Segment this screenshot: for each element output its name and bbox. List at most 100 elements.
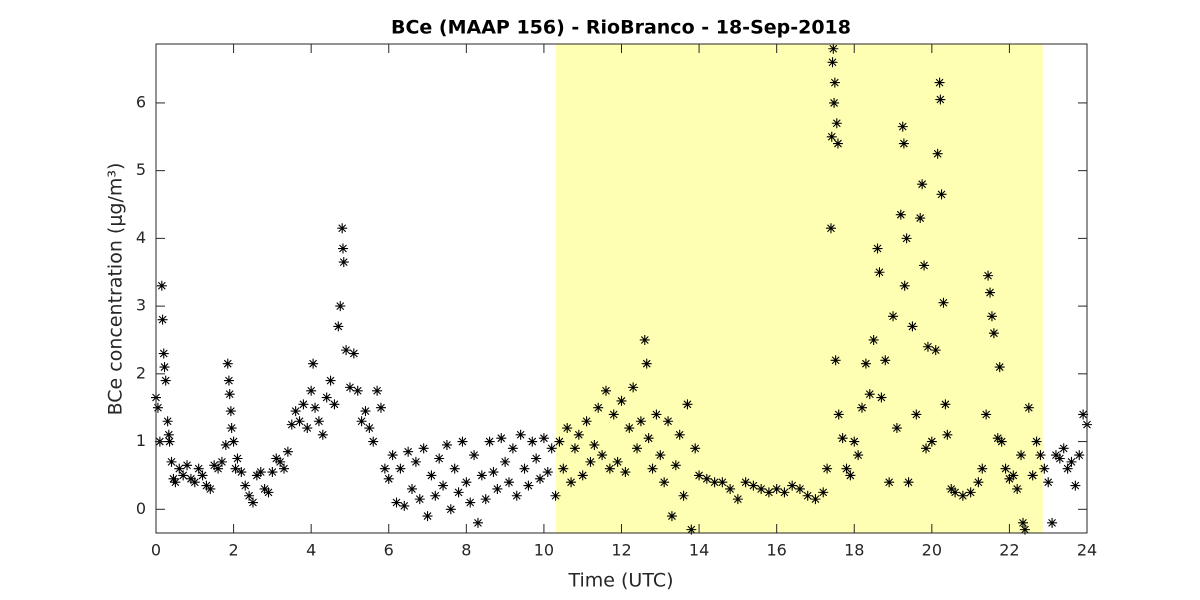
data-point <box>1019 524 1030 535</box>
data-point <box>832 138 843 149</box>
data-point <box>682 399 693 410</box>
data-point <box>911 409 922 420</box>
data-point <box>917 179 928 190</box>
data-point <box>1035 450 1046 461</box>
x-tick-label: 24 <box>1077 541 1097 560</box>
data-point <box>538 433 549 444</box>
data-point <box>472 517 483 528</box>
data-point <box>225 406 236 417</box>
data-point <box>573 429 584 440</box>
data-point <box>616 395 627 406</box>
data-point <box>600 385 611 396</box>
data-point <box>860 358 871 369</box>
data-point <box>156 280 167 291</box>
data-point <box>228 436 239 447</box>
data-point <box>690 443 701 454</box>
data-point <box>915 213 926 224</box>
data-point <box>403 446 414 457</box>
data-point <box>550 490 561 501</box>
data-point <box>244 490 255 501</box>
data-point <box>152 402 163 413</box>
data-point <box>488 467 499 478</box>
data-point <box>511 490 522 501</box>
data-point <box>940 399 951 410</box>
data-point <box>232 453 243 464</box>
data-point <box>986 311 997 322</box>
data-point <box>932 148 943 159</box>
data-point <box>624 423 635 434</box>
data-point <box>259 483 270 494</box>
data-point <box>430 490 441 501</box>
data-point <box>686 524 697 535</box>
data-point <box>827 57 838 68</box>
data-point <box>942 429 953 440</box>
data-point <box>620 467 631 478</box>
data-point <box>597 450 608 461</box>
data-point <box>977 463 988 474</box>
data-point <box>279 463 290 474</box>
data-point <box>286 419 297 430</box>
data-point <box>352 385 363 396</box>
data-point <box>387 450 398 461</box>
data-point <box>1050 450 1061 461</box>
x-tick-label: 20 <box>922 541 942 560</box>
data-point <box>308 358 319 369</box>
data-point <box>236 467 247 478</box>
data-point <box>399 500 410 511</box>
data-point <box>628 382 639 393</box>
data-point <box>263 487 274 498</box>
data-point <box>313 416 324 427</box>
data-point <box>643 433 654 444</box>
y-tick-label: 5 <box>136 160 146 179</box>
data-point <box>841 463 852 474</box>
data-point <box>407 483 418 494</box>
data-point <box>740 477 751 488</box>
data-point <box>527 436 538 447</box>
data-point <box>298 399 309 410</box>
data-point <box>826 131 837 142</box>
data-point <box>178 470 189 481</box>
data-point <box>864 389 875 400</box>
data-point <box>612 456 623 467</box>
data-point <box>379 463 390 474</box>
data-point <box>829 77 840 88</box>
data-point <box>500 456 511 467</box>
data-point <box>515 429 526 440</box>
data-point <box>1023 402 1034 413</box>
data-point <box>159 362 170 373</box>
data-point <box>845 470 856 481</box>
data-point <box>779 487 790 498</box>
data-point <box>985 287 996 298</box>
data-point <box>220 439 231 450</box>
data-point <box>422 511 433 522</box>
data-point <box>162 416 173 427</box>
data-point <box>891 423 902 434</box>
x-tick-label: 2 <box>228 541 238 560</box>
data-point <box>163 429 174 440</box>
data-point <box>829 97 840 108</box>
data-point <box>957 490 968 501</box>
data-point <box>496 433 507 444</box>
data-point <box>1017 517 1028 528</box>
data-point <box>356 416 367 427</box>
data-point <box>338 257 349 268</box>
data-point <box>504 477 515 488</box>
data-point <box>659 477 670 488</box>
data-point <box>934 77 945 88</box>
data-point <box>480 494 491 505</box>
data-point <box>1039 463 1050 474</box>
data-point <box>453 487 464 498</box>
data-point <box>641 358 652 369</box>
data-point <box>1070 480 1081 491</box>
data-point <box>608 409 619 420</box>
data-point <box>810 494 821 505</box>
data-point <box>831 118 842 129</box>
data-point <box>531 453 542 464</box>
data-point <box>756 483 767 494</box>
data-point <box>926 436 937 447</box>
data-point <box>535 473 546 484</box>
data-point <box>302 423 313 434</box>
data-point <box>674 429 685 440</box>
